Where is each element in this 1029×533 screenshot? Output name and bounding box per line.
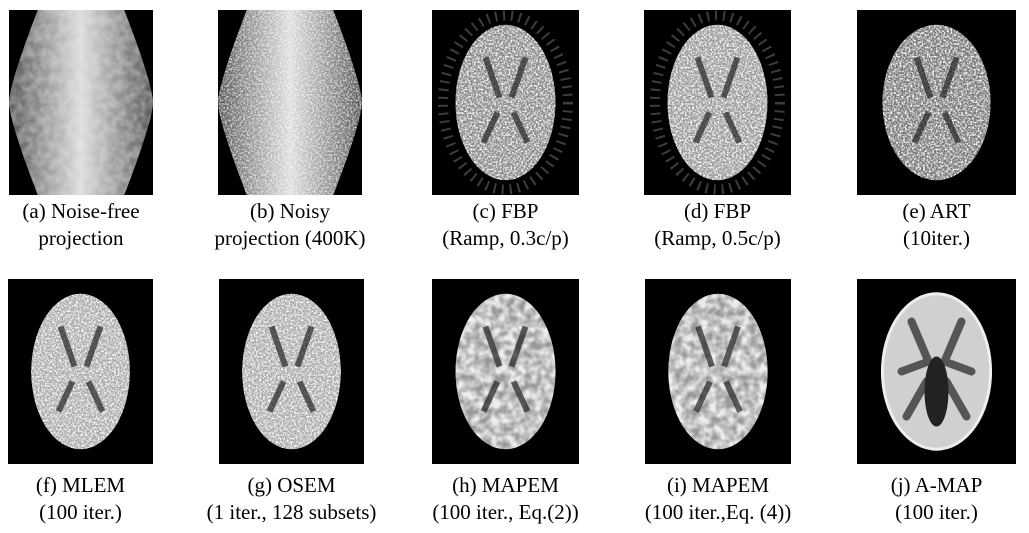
caption-line-2: (100 iter., Eq.(2)) bbox=[432, 500, 578, 524]
noise bbox=[218, 10, 362, 195]
caption-line-1: (e) ART bbox=[902, 199, 970, 223]
caption-line-2: projection bbox=[38, 226, 124, 250]
caption-line-2: (100 iter.,Eq. (4)) bbox=[645, 500, 791, 524]
texture bbox=[9, 10, 153, 195]
caption-line-1: (g) OSEM bbox=[247, 473, 335, 497]
caption-line-1: (f) MLEM bbox=[36, 473, 126, 497]
caption-line-1: (c) FBP bbox=[473, 199, 539, 223]
figure: (a) Noise-free projection (b) Noisy project… bbox=[0, 0, 1029, 528]
panel: (c) FBP (Ramp, 0.3c/p) bbox=[432, 10, 579, 250]
caption-line-1: (b) Noisy bbox=[250, 199, 330, 223]
panel: (i) MAPEM (100 iter.,Eq. (4)) bbox=[645, 279, 791, 524]
caption-line-1: (d) FBP bbox=[684, 199, 751, 223]
caption-line-1: (h) MAPEM bbox=[452, 473, 559, 497]
caption-line-2: (Ramp, 0.5c/p) bbox=[654, 226, 781, 250]
caption-line-2: (10iter.) bbox=[903, 226, 970, 250]
caption-line-2: projection (400K) bbox=[214, 226, 365, 250]
caption-line-1: (j) A-MAP bbox=[891, 473, 983, 497]
caption-line-2: (1 iter., 128 subsets) bbox=[207, 500, 377, 524]
panel: (e) ART (10iter.) bbox=[857, 10, 1016, 250]
caption-line-1: (i) MAPEM bbox=[667, 473, 769, 497]
panel: (b) Noisy projection (400K) bbox=[214, 10, 365, 250]
caption-line-2: (100 iter.) bbox=[895, 500, 978, 524]
ventricle bbox=[925, 357, 949, 427]
caption-line-1: (a) Noise-free bbox=[22, 199, 139, 223]
panel: (h) MAPEM (100 iter., Eq.(2)) bbox=[432, 279, 579, 524]
caption-line-2: (Ramp, 0.3c/p) bbox=[442, 226, 569, 250]
panel: (f) MLEM (100 iter.) bbox=[8, 279, 153, 524]
panel: (a) Noise-free projection bbox=[9, 10, 153, 250]
caption-line-2: (100 iter.) bbox=[39, 500, 122, 524]
panel: (g) OSEM (1 iter., 128 subsets) bbox=[207, 279, 377, 524]
panel: (d) FBP (Ramp, 0.5c/p) bbox=[644, 10, 791, 250]
panel: (j) A-MAP (100 iter.) bbox=[857, 279, 1016, 524]
